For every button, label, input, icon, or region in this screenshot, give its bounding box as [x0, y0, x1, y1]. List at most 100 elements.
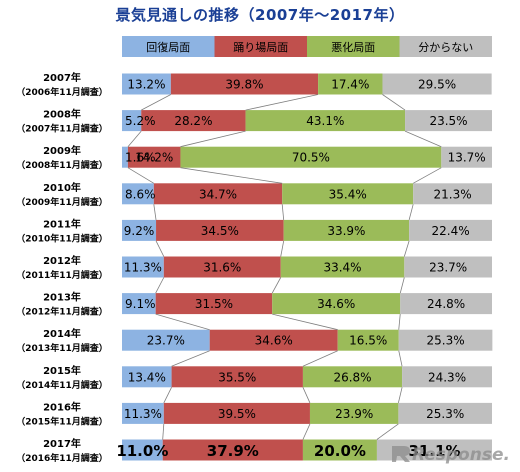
bar-segment [122, 293, 156, 315]
bar-segment [402, 366, 492, 388]
bar-segment [337, 329, 399, 351]
series-connector-line [302, 423, 311, 440]
bar-segment [122, 439, 163, 461]
bar-segment [413, 183, 492, 205]
bar-value-label: 11.0% [116, 442, 168, 460]
bar-value-label: 39.8% [225, 78, 263, 92]
bar-segment [162, 439, 303, 461]
bar-segment [122, 146, 128, 168]
bar-segment [171, 366, 303, 388]
bar-segment [318, 73, 383, 95]
bar-segment [155, 293, 273, 315]
series-connector-line [398, 387, 403, 403]
series-connector-line [398, 314, 401, 330]
bar-segment [122, 256, 164, 278]
bar-value-label: 39.5% [218, 407, 256, 421]
legend-swatch-2 [307, 36, 400, 57]
bar-value-label: 31.1% [408, 442, 460, 460]
bar-value-label: 37.9% [207, 442, 259, 460]
bar-value-label: 34.6% [317, 297, 355, 311]
category-year-label: 2013年 [43, 291, 81, 304]
series-connector-line [127, 130, 142, 147]
category-year-label: 2009年 [43, 144, 81, 157]
bar-value-label: 25.3% [427, 334, 465, 348]
bar-segment [382, 73, 492, 95]
bar-segment [141, 110, 246, 132]
category-year-label: 2008年 [43, 108, 81, 121]
bar-segment [156, 219, 284, 241]
series-connector-line [163, 387, 172, 404]
series-connector-line [271, 277, 282, 294]
series-connector-line [412, 167, 442, 184]
bar-value-label: 34.6% [255, 334, 293, 348]
category-survey-label: （2016年11月調査） [16, 452, 108, 464]
category-year-label: 2016年 [43, 400, 81, 413]
category-year-label: 2011年 [43, 217, 81, 230]
svg-text:Response.: Response. [412, 445, 510, 465]
category-year-label: 2010年 [43, 181, 81, 194]
category-survey-label: （2006年11月調査） [16, 86, 108, 98]
series-connector-line [403, 240, 410, 257]
bar-value-label: 24.3% [428, 370, 466, 384]
category-year-label: 2015年 [43, 364, 81, 377]
bar-value-label: 35.4% [329, 187, 367, 201]
bar-value-label: 13.2% [127, 78, 165, 92]
bar-segment [398, 329, 493, 351]
legend-label-1: 踊り場局面 [233, 41, 288, 54]
bar-value-label: 35.5% [218, 370, 256, 384]
bar-value-label: 17.4% [331, 78, 369, 92]
response-logo-watermark: Response. [388, 438, 514, 468]
bar-value-label: 11.3% [124, 407, 162, 421]
bar-segment [209, 329, 338, 351]
bar-segment [441, 146, 492, 168]
series-connector-line [155, 240, 165, 257]
bar-value-label: 13.7% [448, 151, 486, 165]
series-connector-line [155, 313, 210, 331]
bar-value-label: 11.3% [124, 261, 162, 275]
category-survey-label: （2014年11月調査） [16, 379, 108, 391]
bar-value-label: 9.1% [125, 297, 156, 311]
bar-value-label: 31.5% [195, 297, 233, 311]
response-logo-icon: Response. [392, 445, 510, 465]
series-connector-line [180, 130, 246, 148]
category-survey-label: （2012年11月調査） [16, 306, 108, 318]
category-survey-label: （2008年11月調査） [16, 159, 108, 171]
bar-value-label: 28.2% [174, 114, 212, 128]
bar-segment [272, 293, 401, 315]
bar-value-label: 16.5% [349, 334, 387, 348]
bar-segment [127, 146, 181, 168]
category-survey-label: （2010年11月調査） [16, 232, 108, 244]
series-connector-line [398, 350, 403, 367]
bar-value-label: 1.6% [125, 151, 156, 165]
bar-segment [163, 256, 281, 278]
bar-value-label: 9.2% [124, 224, 155, 238]
bar-segment [280, 256, 405, 278]
series-connector-line [302, 350, 338, 367]
bar-value-label: 33.4% [323, 261, 361, 275]
category-survey-label: （2015年11月調査） [16, 415, 108, 427]
bar-value-label: 25.3% [426, 407, 464, 421]
legend-swatch-0 [122, 36, 215, 57]
series-connector-line [153, 204, 157, 220]
bar-segment [122, 402, 164, 424]
bar-segment [283, 219, 410, 241]
bar-value-label: 21.3% [434, 187, 472, 201]
series-connector-line [272, 313, 338, 331]
bar-segment [163, 402, 310, 424]
series-connector-line [127, 167, 155, 184]
bar-segment [282, 183, 414, 205]
bar-segment [122, 73, 171, 95]
bar-segment [122, 329, 210, 351]
bar-value-label: 33.9% [327, 224, 365, 238]
legend-label-2: 悪化局面 [331, 40, 375, 54]
series-connector-line [171, 350, 210, 367]
bar-value-label: 23.7% [429, 261, 467, 275]
bar-value-label: 20.0% [314, 442, 366, 460]
bar-segment [122, 219, 157, 241]
bar-segment [309, 402, 399, 424]
bar-value-label: 23.7% [147, 334, 185, 348]
series-connector-line [302, 387, 311, 404]
chart-title: 景気見通しの推移（2007年～2017年） [115, 6, 405, 24]
bar-value-label: 13.4% [128, 370, 166, 384]
